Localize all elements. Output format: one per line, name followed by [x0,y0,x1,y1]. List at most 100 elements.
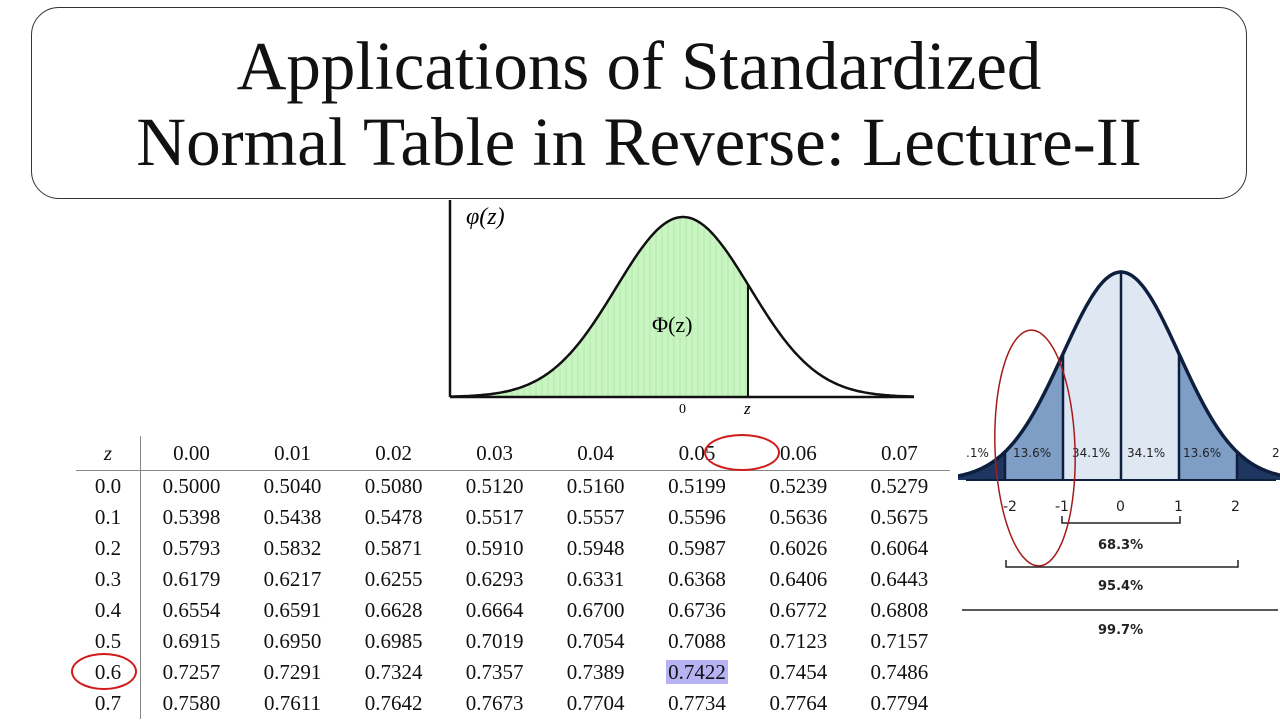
table-cell: 0.6628 [343,595,444,626]
bracket-68 [1061,516,1181,524]
row-z-label: 0.2 [76,533,141,564]
table-cell: 0.6985 [343,626,444,657]
table-cell: 0.5279 [849,471,950,503]
tick-z-label: z [743,399,751,418]
table-cell: 0.6064 [849,533,950,564]
table-cell: 0.7794 [849,688,950,719]
cell-value: 0.6406 [769,567,828,591]
cell-value: 0.6255 [364,567,423,591]
table-cell: 0.5478 [343,502,444,533]
table-cell: 0.5120 [444,471,545,503]
row-z-label: 0.5 [76,626,141,657]
table-cell: 0.5793 [140,533,242,564]
cell-value: 0.5120 [465,474,524,498]
bracket-68-label: 68.3% [1098,538,1143,553]
table-cell: 0.7611 [242,688,343,719]
cell-value: 0.6808 [870,598,929,622]
left-tail-ellipse [994,329,1076,567]
table-cell: 0.7704 [545,688,646,719]
table-cell: 0.6293 [444,564,545,595]
emp-tick-1: 1 [1174,499,1183,515]
cell-value: 0.7291 [263,660,322,684]
table-cell: 0.6331 [545,564,646,595]
emp-tick-minus-2: -2 [1003,499,1017,515]
table-cell: 0.7123 [748,626,849,657]
region-label-far-left: .1% [966,446,989,460]
cell-value: 0.5398 [162,505,221,529]
column-header: 0.03 [444,436,546,471]
bracket-95-label: 95.4% [1098,579,1143,594]
cell-value: 0.7088 [668,629,726,653]
cell-value: 0.6443 [870,567,929,591]
cell-value: 0.6331 [566,567,625,591]
cell-value: 0.5987 [668,536,726,560]
cell-value: 0.6700 [566,598,625,622]
cell-value: 0.6736 [668,598,726,622]
table-cell: 0.5438 [242,502,343,533]
cell-value: 0.5517 [465,505,524,529]
table-cell: 0.6179 [140,564,242,595]
table-cell: 0.7088 [646,626,748,657]
region-label-left-mid: 13.6% [1013,446,1051,460]
table-cell: 0.6443 [849,564,950,595]
table-cell: 0.7422 [646,657,748,688]
row-z-label: 0.7 [76,688,141,719]
tick-zero-label: 0 [679,402,686,417]
bracket-95 [1005,560,1239,568]
cell-value: 0.5199 [668,474,726,498]
cell-value: 0.7704 [566,691,625,715]
area-label: Φ(z) [652,312,693,337]
table-cell: 0.7257 [140,657,242,688]
cell-value: 0.6591 [263,598,322,622]
row-0.6-circle [71,653,137,690]
cell-value: 0.7324 [364,660,423,684]
cell-value: 0.6026 [769,536,828,560]
density-y-label: φ(z) [466,204,505,230]
table-cell: 0.7054 [545,626,646,657]
table-cell: 0.7734 [646,688,748,719]
cell-value: 0.6064 [870,536,929,560]
row-z-label: 0.4 [76,595,141,626]
table-cell: 0.6808 [849,595,950,626]
table-cell: 0.6217 [242,564,343,595]
table-cell: 0.5675 [849,502,950,533]
cell-value: 0.5160 [566,474,625,498]
table-cell: 0.5000 [140,471,242,503]
cell-value: 0.5478 [364,505,423,529]
cell-value: 0.5948 [566,536,625,560]
table-cell: 0.5871 [343,533,444,564]
cell-value: 0.5438 [263,505,322,529]
cell-value: 0.5596 [668,505,726,529]
normal-density-figure: φ(z) Φ(z) 0 z [448,200,914,418]
cell-value: 0.7123 [769,629,828,653]
table-cell: 0.5557 [545,502,646,533]
cell-value: 0.5871 [364,536,423,560]
cell-value: 0.7642 [364,691,423,715]
table-cell: 0.6406 [748,564,849,595]
table-cell: 0.7673 [444,688,545,719]
cell-value: 0.6772 [769,598,828,622]
z-column-header: z [76,436,141,471]
table-cell: 0.6736 [646,595,748,626]
cell-value: 0.5040 [263,474,322,498]
table-row: 0.7 0.7580 0.7611 0.7642 0.7673 0.7704 0.7734 0… [76,688,950,719]
cell-value: 0.6915 [162,629,221,653]
table-cell: 0.5636 [748,502,849,533]
cell-value: 0.7580 [162,691,221,715]
cell-value: 0.7611 [264,691,322,715]
table-row: 0.6 0.7257 0.7291 0.7324 0.7357 0.7389 0.7422 0… [76,657,950,688]
cell-value: 0.6554 [162,598,221,622]
table-cell: 0.6772 [748,595,849,626]
cell-value: 0.7734 [668,691,726,715]
table-cell: 0.6368 [646,564,748,595]
region-label-left-center: 34.1% [1072,446,1110,460]
table-row: 0.4 0.6554 0.6591 0.6628 0.6664 0.6700 0.6736 0… [76,595,950,626]
cell-value: 0.5793 [162,536,221,560]
cell-value: 0.6985 [364,629,423,653]
table-cell: 0.7019 [444,626,545,657]
table-row: 0.0 0.5000 0.5040 0.5080 0.5120 0.5160 0.5199 0… [76,470,950,503]
table-cell: 0.6554 [140,595,242,626]
table-cell: 0.5948 [545,533,646,564]
table-row: 0.1 0.5398 0.5438 0.5478 0.5517 0.5557 0.5596 0… [76,502,950,533]
table-cell: 0.5040 [242,471,343,503]
